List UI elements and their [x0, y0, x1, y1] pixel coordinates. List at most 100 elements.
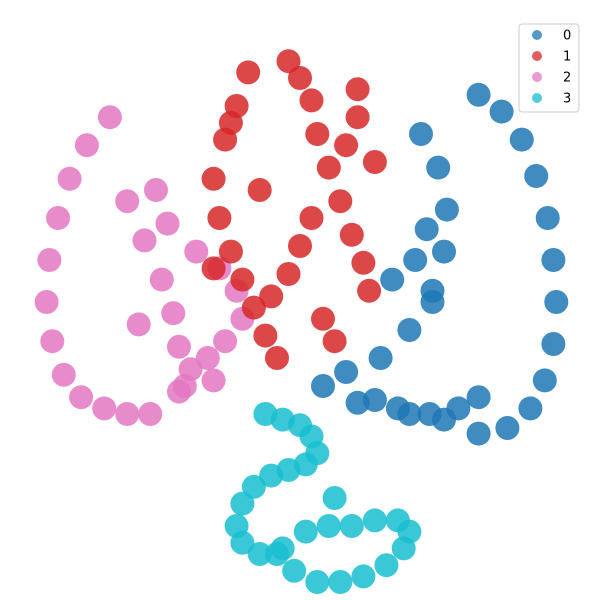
- scatter-point: [432, 239, 456, 264]
- scatter-point: [299, 206, 324, 230]
- scatter-point: [69, 385, 94, 410]
- scatter-point: [316, 514, 341, 538]
- scatter-point: [535, 206, 560, 230]
- scatter-point: [409, 122, 433, 146]
- series-0: [311, 82, 569, 446]
- scatter-point: [524, 164, 549, 188]
- scatter-point: [532, 368, 557, 393]
- legend-marker-0: [532, 30, 542, 40]
- scatter-point: [328, 189, 353, 214]
- scatter-point: [37, 248, 62, 272]
- scatter-point: [434, 197, 459, 222]
- scatter-point: [40, 329, 65, 354]
- scatter-point: [345, 77, 370, 102]
- scatter-point: [230, 530, 255, 555]
- scatter-point: [334, 360, 359, 384]
- scatter-point: [218, 110, 243, 135]
- scatter-point: [466, 385, 491, 410]
- scatter-point: [230, 267, 255, 292]
- scatter-point: [293, 519, 318, 544]
- scatter-point: [351, 250, 376, 275]
- scatter-point: [201, 256, 226, 281]
- scatter-point: [155, 211, 180, 236]
- scatter-point: [97, 105, 122, 130]
- legend-label-0: 0: [563, 29, 571, 44]
- scatter-point: [339, 222, 364, 247]
- legend-marker-1: [532, 51, 542, 61]
- scatter-point: [132, 228, 157, 253]
- scatter-point: [322, 486, 347, 510]
- scatter-point: [351, 564, 376, 589]
- scatter-point: [92, 396, 117, 421]
- legend-marker-2: [532, 72, 542, 82]
- scatter-point: [397, 318, 422, 342]
- scatter-point: [541, 332, 566, 356]
- scatter-point: [253, 323, 278, 348]
- scatter-point: [311, 374, 335, 398]
- scatter-point: [426, 155, 451, 180]
- scatter-point: [236, 60, 261, 85]
- scatter-point: [276, 262, 301, 286]
- scatter-point: [259, 284, 284, 309]
- scatter-point: [207, 206, 232, 230]
- scatter-point: [126, 312, 151, 337]
- scatter-point: [345, 390, 370, 415]
- scatter-point: [288, 234, 312, 258]
- legend-frame: [518, 23, 580, 113]
- scatter-point: [74, 133, 99, 158]
- scatter-point: [466, 82, 491, 107]
- scatter-point: [489, 99, 514, 124]
- scatter-point: [241, 295, 266, 320]
- scatter-point: [265, 542, 289, 566]
- scatter-point: [201, 166, 226, 191]
- scatter-point: [417, 402, 442, 426]
- scatter-point: [46, 206, 71, 230]
- scatter-point: [51, 362, 76, 387]
- scatter-point: [149, 267, 174, 292]
- scatter-point: [544, 290, 569, 314]
- scatter-point: [201, 368, 226, 393]
- series-2: [34, 105, 255, 426]
- scatter-point: [541, 248, 566, 272]
- scatter-point: [230, 491, 255, 516]
- points-layer: [34, 49, 569, 594]
- scatter-point: [518, 396, 543, 421]
- scatter-point: [420, 290, 445, 314]
- scatter-point: [322, 329, 347, 354]
- scatter-point: [34, 290, 59, 314]
- scatter-point: [380, 267, 405, 292]
- scatter-point: [339, 514, 364, 538]
- scatter-point: [305, 570, 330, 594]
- scatter-point: [144, 178, 168, 202]
- scatter-point: [345, 105, 370, 130]
- scatter-point: [368, 346, 393, 370]
- scatter-point: [282, 558, 307, 583]
- scatter-point: [446, 396, 471, 421]
- scatter-point: [334, 133, 359, 158]
- scatter-point: [276, 49, 301, 74]
- legend-marker-3: [532, 93, 542, 103]
- legend: 0 1 2 3: [518, 23, 580, 113]
- scatter-point: [385, 396, 410, 421]
- scatter-point: [391, 536, 416, 561]
- scatter-point: [265, 346, 289, 370]
- scatter-point: [305, 122, 330, 146]
- series-3: [224, 402, 422, 594]
- scatter-point: [495, 416, 520, 440]
- scatter-point: [195, 346, 220, 370]
- scatter-point: [509, 127, 534, 152]
- scatter-point: [241, 474, 266, 499]
- series-1: [201, 49, 387, 370]
- scatter-point: [414, 217, 439, 242]
- scatter-point: [167, 334, 191, 359]
- scatter-point: [374, 553, 399, 578]
- scatter-point: [161, 301, 186, 326]
- legend-label-1: 1: [563, 50, 571, 65]
- scatter-point: [357, 278, 382, 303]
- scatter-point: [184, 239, 209, 264]
- legend-label-3: 3: [563, 92, 571, 107]
- scatter-point: [311, 306, 335, 331]
- scatter-point: [328, 570, 353, 594]
- scatter-point: [172, 374, 197, 398]
